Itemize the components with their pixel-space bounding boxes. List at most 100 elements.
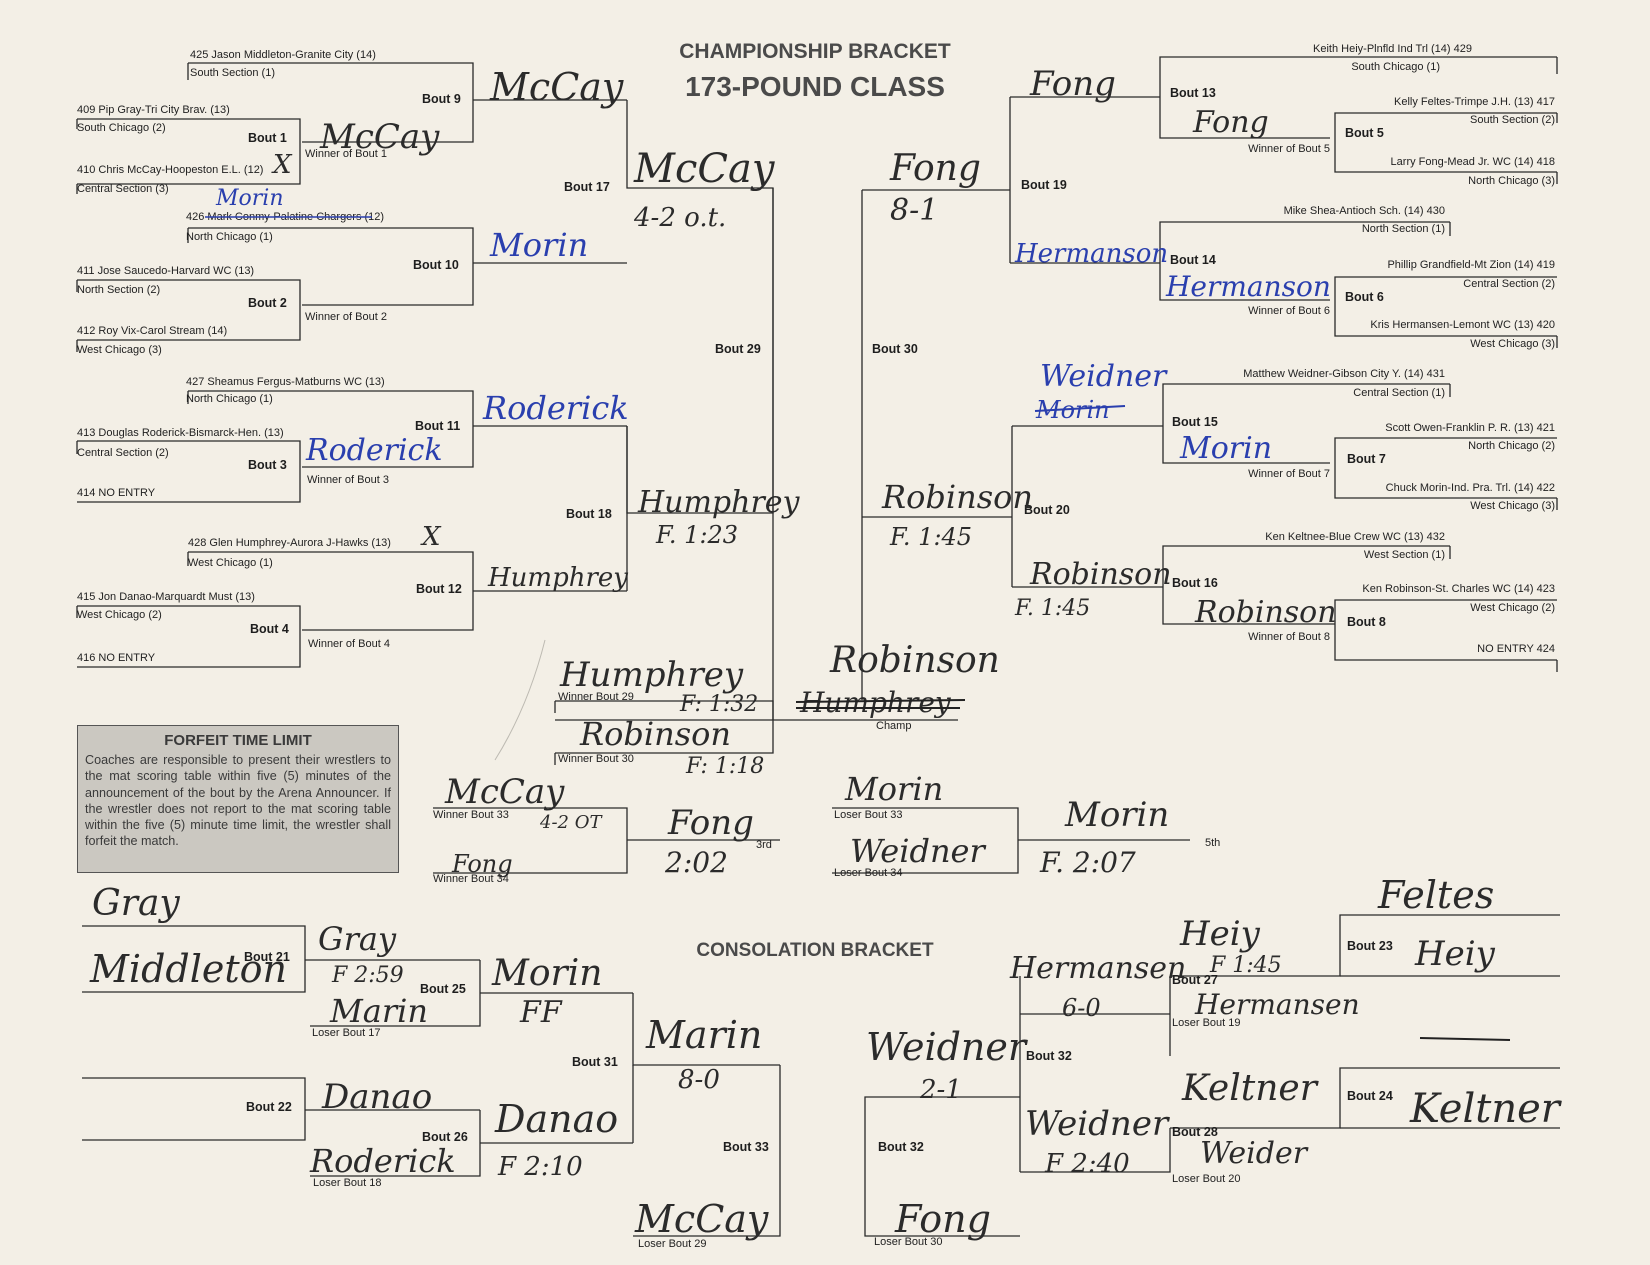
bout-label: Bout 8	[1347, 615, 1386, 629]
handwritten-time: F: 1:18	[685, 754, 764, 779]
handwritten-name: McCay	[633, 146, 776, 192]
handwritten-name: Weidner	[866, 1025, 1029, 1069]
bout-label: Bout 6	[1345, 290, 1384, 304]
entry-name: 413 Douglas Roderick-Bismarck-Hen. (13)	[77, 427, 284, 439]
handwritten-name: Feltes	[1377, 873, 1494, 917]
entry-name: Scott Owen-Franklin P. R. (13) 421	[1385, 422, 1555, 434]
entry-name: 425 Jason Middleton-Granite City (14)	[190, 49, 376, 61]
handwritten-name: McCay	[444, 772, 565, 812]
champ-label: Champ	[876, 720, 911, 732]
handwritten-score: 4-2 o.t.	[633, 203, 726, 233]
handwritten-name: Fong	[667, 803, 754, 843]
handwritten-consolation: Gray Middleton Gray F 2:59 Marin Morin F…	[89, 873, 1563, 1241]
handwritten-time: F 2:59	[331, 963, 404, 988]
bout-label: Bout 21	[244, 950, 290, 964]
handwritten-name: Danao	[494, 1097, 618, 1141]
handwritten-name: Keltner	[1181, 1068, 1319, 1109]
title-consolation: CONSOLATION BRACKET	[696, 940, 934, 961]
handwritten-name: Marin	[329, 992, 428, 1030]
handwritten-name: Heiy	[1179, 914, 1261, 954]
handwritten-name: Morin	[215, 186, 284, 211]
entry-section: Central Section (1)	[1353, 387, 1445, 399]
bout-label: Bout 25	[420, 982, 466, 996]
bout-label: Bout 2	[248, 296, 287, 310]
title-championship: CHAMPIONSHIP BRACKET	[679, 40, 951, 63]
loser-label: Loser Bout 19	[1172, 1017, 1241, 1029]
entry-name: 410 Chris McCay-Hoopeston E.L. (12)	[77, 164, 263, 176]
handwritten-name: Gray	[92, 883, 180, 924]
handwritten-time: F 2:40	[1044, 1149, 1130, 1179]
winner-label: Winner of Bout 2	[305, 311, 387, 323]
bout-label: Bout 23	[1347, 939, 1393, 953]
handwritten-champion: Robinson	[829, 640, 1000, 681]
handwritten-name: Hermanson	[1165, 270, 1331, 303]
entry-name: Kelly Feltes-Trimpe J.H. (13) 417	[1394, 96, 1555, 108]
handwritten-name: Robinson	[579, 715, 731, 753]
handwritten-name: Morin	[1179, 431, 1272, 466]
winner-label: Winner of Bout 8	[1248, 631, 1330, 643]
handwritten-name: Fong	[1192, 105, 1269, 140]
entry-section: West Chicago (3)	[1470, 500, 1555, 512]
handwritten-time: F. 2:07	[1039, 846, 1136, 879]
bout-labels: Bout 1 Bout 2 Bout 3 Bout 4 Bout 5 Bout …	[244, 86, 1393, 1154]
bout-label: Bout 16	[1172, 576, 1218, 590]
strikethrough	[795, 699, 966, 703]
handwritten-score: 8-0	[678, 1065, 720, 1095]
handwritten-time: F: 1:32	[679, 692, 758, 717]
entry-section: South Section (1)	[190, 67, 275, 79]
bout-label: Bout 29	[715, 342, 761, 356]
handwritten-name: Danao	[321, 1077, 432, 1117]
bout-label: Bout 15	[1172, 415, 1218, 429]
handwritten-name: Roderick	[309, 1142, 456, 1180]
handwritten-name: Fong	[894, 1197, 991, 1241]
handwritten-time: F. 1:45	[889, 523, 972, 551]
winner-label: Winner of Bout 3	[307, 474, 389, 486]
handwritten-name: Fong	[1029, 64, 1116, 104]
place-label: 3rd	[756, 839, 772, 851]
loser-label: Loser Bout 20	[1172, 1173, 1241, 1185]
bout-label: Bout 33	[723, 1140, 769, 1154]
handwritten-name: McCay	[489, 65, 624, 109]
bout-label: Bout 24	[1347, 1089, 1393, 1103]
entry-name: Chuck Morin-Ind. Pra. Trl. (14) 422	[1386, 482, 1555, 494]
pencil-stroke	[494, 639, 546, 761]
place-label: 5th	[1205, 837, 1220, 849]
entry-name: Ken Keltnee-Blue Crew WC (13) 432	[1265, 531, 1445, 543]
handwritten-name: Hermansen	[1194, 988, 1360, 1021]
bout-label: Bout 9	[422, 92, 461, 106]
handwritten-name: Weidner	[1040, 359, 1168, 394]
bout-label: Bout 5	[1345, 126, 1384, 140]
handwritten-name: Fong	[451, 850, 513, 878]
handwritten-name: Robinson	[1029, 557, 1172, 592]
bout-label: Bout 12	[416, 582, 462, 596]
bout-label: Bout 28	[1172, 1125, 1218, 1139]
entry-name: Mike Shea-Antioch Sch. (14) 430	[1284, 205, 1445, 217]
handwritten-name: Weider	[1200, 1136, 1309, 1171]
bout-label: Bout 10	[413, 258, 459, 272]
winner-label: Winner Bout 29	[558, 691, 634, 703]
handwritten-name: Morin	[844, 770, 943, 808]
loser-label: Loser Bout 17	[312, 1027, 381, 1039]
loser-label: Loser Bout 29	[638, 1238, 707, 1250]
left-entries: 425 Jason Middleton-Granite City (14) So…	[77, 49, 391, 664]
sub-labels: Winner of Bout 1 Winner of Bout 2 Winner…	[305, 143, 1330, 1250]
handwritten-score: 2-1	[919, 1075, 962, 1105]
handwritten-score: 8-1	[890, 193, 938, 228]
bout-label: Bout 17	[564, 180, 610, 194]
winner-label: Winner of Bout 7	[1248, 468, 1330, 480]
bout-label: Bout 20	[1024, 503, 1070, 517]
entry-section: West Chicago (3)	[1470, 338, 1555, 350]
entry-name: 428 Glen Humphrey-Aurora J-Hawks (13)	[188, 537, 391, 549]
right-entries: Keith Heiy-Plnfld Ind Trl (14) 429 South…	[1243, 43, 1555, 655]
loser-label: Loser Bout 33	[834, 809, 903, 821]
bout-label: Bout 3	[248, 458, 287, 472]
entry-section: North Section (2)	[77, 284, 160, 296]
handwritten-name: Keltner	[1409, 1086, 1563, 1132]
winner-label: Winner Bout 30	[558, 753, 634, 765]
handwritten-name: Gray	[318, 920, 397, 958]
bout-label: Bout 11	[415, 419, 460, 433]
entry-name: 416 NO ENTRY	[77, 652, 156, 664]
handwritten-name: Hermanson	[1014, 239, 1168, 269]
bout-label: Bout 32	[1026, 1049, 1072, 1063]
consolation-lines	[82, 914, 1560, 1237]
